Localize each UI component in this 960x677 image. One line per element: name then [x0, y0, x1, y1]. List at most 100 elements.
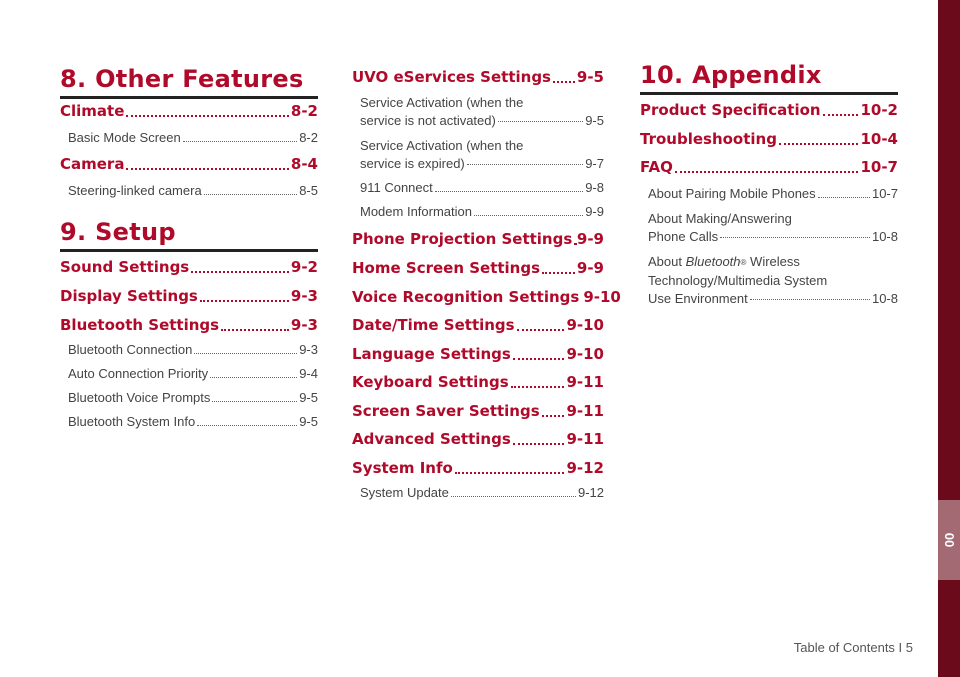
leader-dots	[434, 191, 584, 192]
entry-title-line2: service is not activated)	[360, 113, 496, 128]
entry-page: 9-7	[585, 156, 604, 171]
entry-page: 9-12	[577, 485, 604, 500]
entry-title: Voice Recognition Settings	[352, 288, 580, 306]
toc-entry-date-time-settings[interactable]: Date/Time Settings 9-10	[352, 316, 604, 334]
leader-dots	[541, 415, 565, 417]
entry-title-part: About	[648, 254, 686, 269]
toc-entry-system-info[interactable]: System Info 9-12	[352, 459, 604, 477]
leader-dots	[542, 272, 575, 274]
entry-title: Steering-linked camera	[68, 183, 202, 198]
leader-dots	[474, 215, 584, 216]
entry-page: 9-11	[566, 430, 604, 448]
toc-entry-sound-settings[interactable]: Sound Settings 9-2	[60, 258, 318, 276]
toc-entry-phone-projection-settings[interactable]: Phone Projection Settings 9-9	[352, 230, 604, 248]
entry-title: 911 Connect	[360, 180, 433, 195]
leader-dots	[574, 243, 575, 245]
toc-entry-keyboard-settings[interactable]: Keyboard Settings 9-11	[352, 373, 604, 391]
toc-entry-modem-information[interactable]: Modem Information 9-9	[352, 204, 604, 219]
toc-entry-bluetooth-settings[interactable]: Bluetooth Settings 9-3	[60, 316, 318, 334]
leader-dots	[778, 143, 859, 145]
toc-entry-faq[interactable]: FAQ 10-7	[640, 158, 898, 176]
entry-page: 9-5	[299, 414, 318, 429]
entry-page: 10-8	[871, 291, 898, 306]
entry-title: Screen Saver Settings	[352, 402, 540, 420]
entry-title-line1: Service Activation (when the	[360, 95, 524, 110]
entry-title: Camera	[60, 155, 125, 173]
entry-page: 8-4	[290, 155, 318, 173]
chapter-tab[interactable]	[938, 500, 960, 580]
entry-page: 10-2	[860, 101, 898, 119]
entry-title: FAQ	[640, 158, 673, 176]
entry-page: 9-11	[566, 402, 604, 420]
leader-dots	[552, 81, 575, 83]
leader-dots	[191, 271, 289, 273]
toc-entry-display-settings[interactable]: Display Settings 9-3	[60, 287, 318, 305]
toc-entry-service-activation-expired[interactable]: Service Activation (when the service is …	[352, 137, 604, 173]
entry-title: System Info	[352, 459, 453, 477]
toc-entry-basic-mode-screen[interactable]: Basic Mode Screen 8-2	[60, 130, 318, 145]
entry-title-line2: Technology/Multimedia System	[648, 273, 828, 288]
leader-dots	[221, 329, 289, 331]
toc-entry-911-connect[interactable]: 911 Connect 9-8	[352, 180, 604, 195]
entry-page: 9-10	[566, 316, 604, 334]
entry-page: 9-10	[583, 288, 621, 306]
entry-page: 9-5	[576, 68, 604, 86]
chapter-8-heading: 8. Other Features	[60, 64, 318, 99]
toc-entry-voice-recognition-settings[interactable]: Voice Recognition Settings 9-10	[352, 288, 621, 306]
leader-dots	[126, 115, 289, 117]
toc-entry-product-specification[interactable]: Product Specification 10-2	[640, 101, 898, 119]
leader-dots	[210, 377, 298, 378]
toc-entry-advanced-settings[interactable]: Advanced Settings 9-11	[352, 430, 604, 448]
toc-entry-climate[interactable]: Climate 8-2	[60, 102, 318, 120]
entry-title-line1: About Making/Answering	[648, 211, 792, 226]
leader-dots	[466, 164, 584, 165]
toc-entry-troubleshooting[interactable]: Troubleshooting 10-4	[640, 130, 898, 148]
entry-page: 9-5	[299, 390, 318, 405]
entry-page: 9-10	[566, 345, 604, 363]
entry-page: 8-2	[299, 130, 318, 145]
entry-page: 9-9	[585, 204, 604, 219]
leader-dots	[212, 401, 298, 402]
entry-title-line3: Use Environment	[648, 291, 748, 306]
entry-page: 9-5	[585, 113, 604, 128]
leader-dots	[749, 299, 870, 300]
entry-page: 9-3	[290, 316, 318, 334]
toc-entry-auto-connection-priority[interactable]: Auto Connection Priority 9-4	[60, 366, 318, 381]
entry-title: Bluetooth Voice Prompts	[68, 390, 211, 405]
toc-entry-about-making-answering-phone-calls[interactable]: About Making/Answering Phone Calls 10-8	[640, 210, 898, 246]
toc-entry-screen-saver-settings[interactable]: Screen Saver Settings 9-11	[352, 402, 604, 420]
entry-title: Keyboard Settings	[352, 373, 509, 391]
leader-dots	[450, 496, 576, 497]
toc-entry-home-screen-settings[interactable]: Home Screen Settings 9-9	[352, 259, 604, 277]
entry-title: Sound Settings	[60, 258, 190, 276]
toc-entry-system-update[interactable]: System Update 9-12	[352, 485, 604, 500]
leader-dots	[182, 141, 298, 142]
entry-title-line2: Phone Calls	[648, 229, 719, 244]
toc-entry-steering-linked-camera[interactable]: Steering-linked camera 8-5	[60, 183, 318, 198]
leader-dots	[516, 329, 565, 331]
entry-title: Display Settings	[60, 287, 198, 305]
leader-dots	[512, 358, 565, 360]
leader-dots	[512, 443, 565, 445]
entry-page: 9-9	[576, 230, 604, 248]
entry-page: 8-2	[290, 102, 318, 120]
toc-entry-about-pairing-mobile-phones[interactable]: About Pairing Mobile Phones 10-7	[640, 186, 898, 201]
toc-entry-bluetooth-system-info[interactable]: Bluetooth System Info 9-5	[60, 414, 318, 429]
entry-page: 9-8	[585, 180, 604, 195]
toc-entry-about-bluetooth-wireless-technology[interactable]: About Bluetooth® Wireless Technology/Mul…	[640, 253, 898, 308]
entry-title: System Update	[360, 485, 449, 500]
toc-entry-service-activation-not-activated[interactable]: Service Activation (when the service is …	[352, 94, 604, 130]
entry-title: Phone Projection Settings	[352, 230, 573, 248]
toc-entry-uvo-eservices-settings[interactable]: UVO eServices Settings 9-5	[352, 68, 604, 86]
entry-title: Climate	[60, 102, 125, 120]
leader-dots	[454, 472, 565, 474]
toc-entry-bluetooth-connection[interactable]: Bluetooth Connection 9-3	[60, 342, 318, 357]
toc-entry-language-settings[interactable]: Language Settings 9-10	[352, 345, 604, 363]
entry-title-line1: Service Activation (when the	[360, 138, 524, 153]
chapter-10-heading: 10. Appendix	[640, 60, 898, 95]
toc-entry-bluetooth-voice-prompts[interactable]: Bluetooth Voice Prompts 9-5	[60, 390, 318, 405]
entry-title-line1: About Bluetooth® Wireless	[648, 253, 898, 272]
entry-page: 9-11	[566, 373, 604, 391]
toc-entry-camera[interactable]: Camera 8-4	[60, 155, 318, 173]
entry-page: 8-5	[299, 183, 318, 198]
